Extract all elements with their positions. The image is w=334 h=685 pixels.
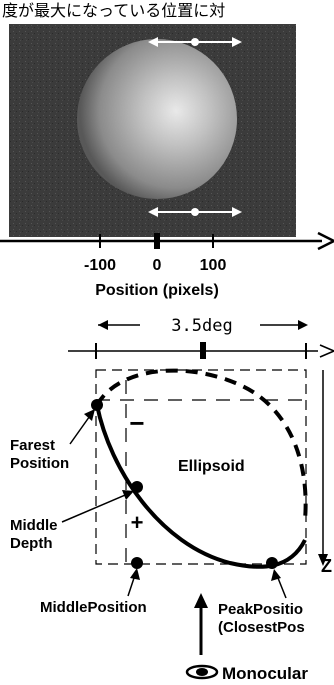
depth-arrow: Z [318,370,332,576]
middle-depth-label-2: Depth [10,535,53,552]
top-double-arrow [148,37,242,47]
peak-label-2: (ClosestPos [218,619,305,636]
minus-sign: − [129,408,144,438]
callouts: Farest Position Middle Depth MiddlePosit… [10,409,305,636]
peak-position-point [266,557,278,569]
monocular-view: Monocular [185,593,308,683]
bottom-double-arrow [148,207,242,217]
peak-label-1: PeakPositio [218,601,303,618]
ellipsoid-label: Ellipsoid [178,458,245,475]
sphere-image [77,39,237,199]
width-label: 3.5deg [171,316,232,336]
tick-label-neg100: -100 [84,257,116,274]
farest-label-2: Position [10,455,69,472]
middle-position-label: MiddlePosition [40,599,147,616]
ellipse-front-solid [95,404,307,569]
middle-depth-point [131,481,143,493]
bounding-box [95,369,307,565]
stimulus-photo [9,24,296,237]
plus-sign: + [131,510,144,535]
farest-label-1: Farest [10,437,55,454]
ellipse-back-dashed [95,368,308,521]
tick-label-100: 100 [200,257,227,274]
tick-label-0: 0 [153,257,162,274]
middle-position-point [131,557,143,569]
width-annotation: 3.5deg [98,316,308,336]
position-axis: -100 0 100 Position (pixels) [0,231,334,299]
axis-title: Position (pixels) [95,282,219,299]
monocular-label: Monocular [222,664,308,683]
diagram-axis [68,342,334,359]
z-label: Z [321,556,332,576]
header-text: 度が最大になっている位置に対 [2,1,225,20]
ellipsoid: Ellipsoid − + [91,368,308,569]
farest-point [91,399,103,411]
middle-depth-label-1: Middle [10,517,58,534]
